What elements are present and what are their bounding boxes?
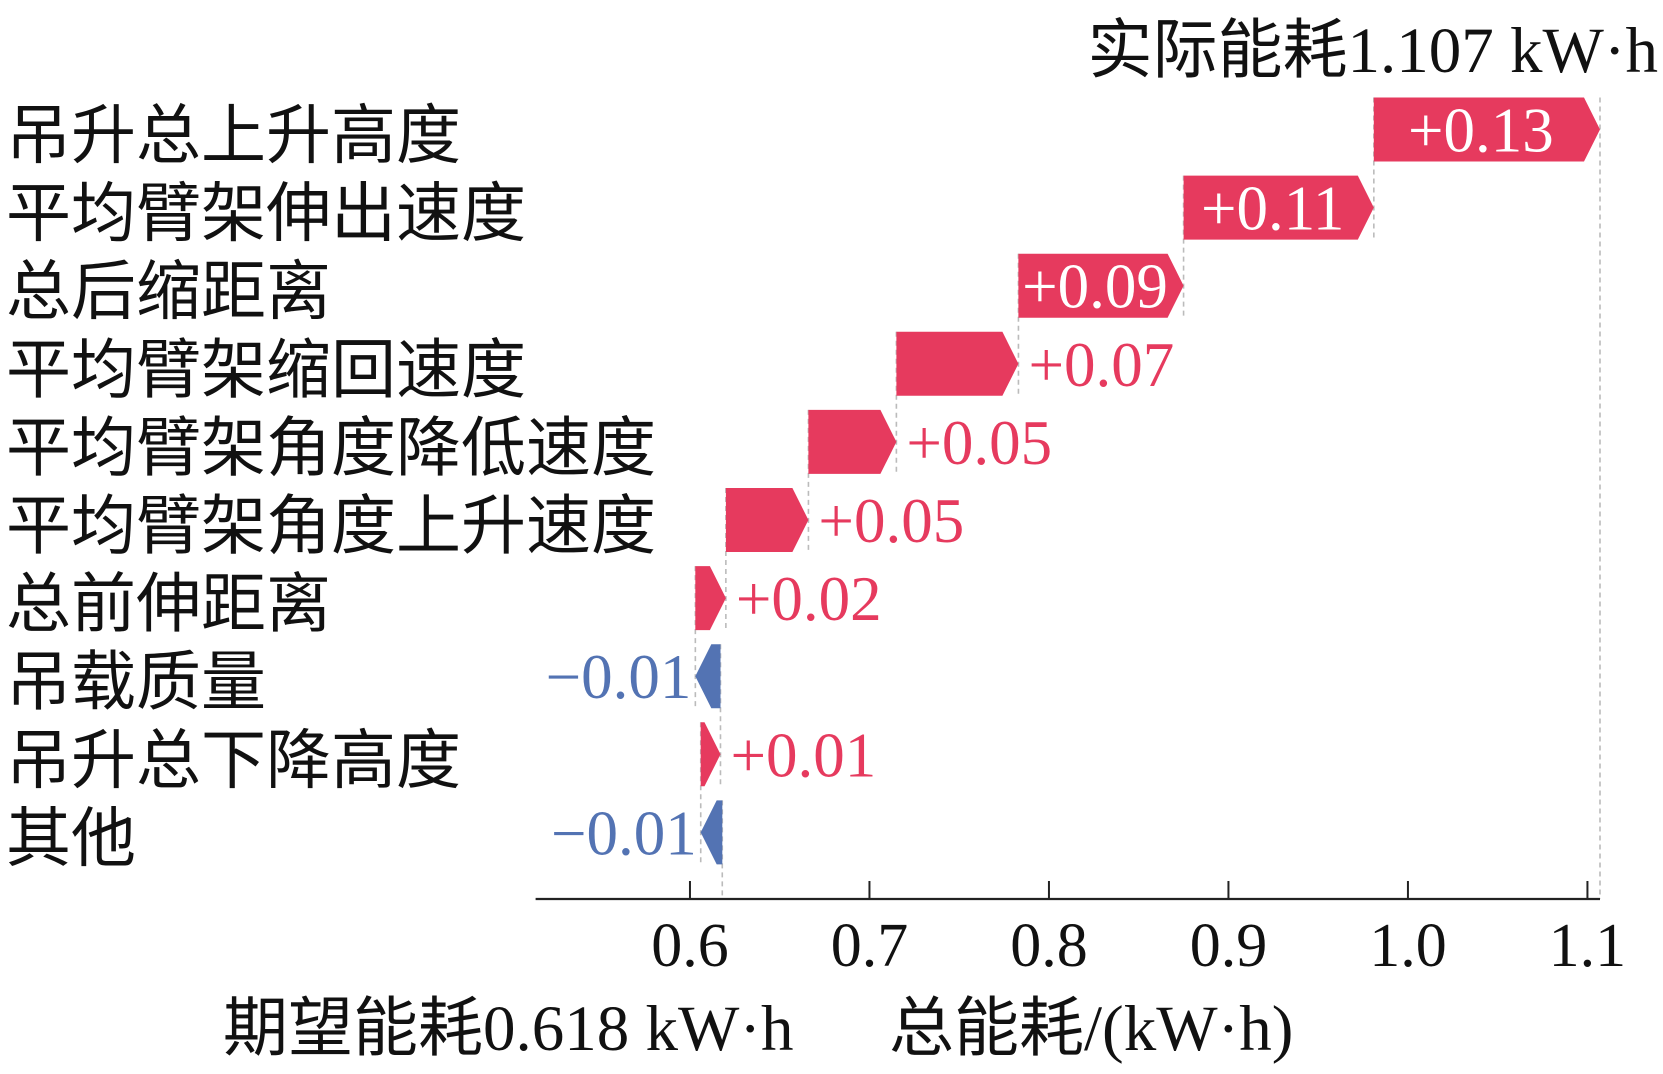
bar-value-label: +0.05 (818, 486, 964, 556)
waterfall-bar-positive (725, 488, 809, 552)
bar-value-label: +0.11 (1201, 174, 1344, 244)
x-axis-title: 总能耗/(kW·h) (889, 993, 1293, 1065)
feature-label: 吊载质量 (6, 647, 266, 719)
x-tick-label: 0.9 (1190, 912, 1268, 980)
feature-label: 平均臂架角度降低速度 (6, 413, 656, 485)
waterfall-bar-positive (700, 722, 721, 787)
bar-value-label: +0.13 (1408, 96, 1554, 166)
feature-label: 其他 (6, 803, 136, 875)
feature-label: 平均臂架伸出速度 (6, 179, 526, 251)
waterfall-bar-positive (695, 566, 726, 631)
feature-label: 吊升总下降高度 (6, 725, 461, 797)
labels: +0.13 吊升总上升高度 +0.11 平均臂架伸出速度 +0.09 总后缩距离 +0.07… (6, 96, 1554, 876)
bar-value-label: +0.02 (736, 564, 882, 634)
waterfall-bar-negative (700, 800, 723, 865)
bar-value-label: −0.01 (551, 798, 697, 868)
x-tick-label: 0.7 (831, 912, 909, 980)
bar-value-label: +0.07 (1028, 330, 1174, 400)
waterfall-bar-positive (896, 331, 1019, 396)
x-tick-label: 1.1 (1549, 912, 1627, 980)
feature-label: 总后缩距离 (6, 257, 331, 329)
x-tick-label: 0.6 (651, 912, 729, 980)
waterfall-bar-positive (1018, 253, 1184, 318)
bar-value-label: +0.09 (1022, 252, 1168, 322)
bar-value-label: +0.05 (906, 408, 1052, 478)
waterfall-bar-negative (695, 644, 721, 709)
feature-label: 平均臂架缩回速度 (6, 335, 526, 407)
actual-energy-label: 实际能耗1.107 kW·h (1088, 15, 1659, 87)
feature-label: 总前伸距离 (6, 569, 331, 641)
waterfall-bar-positive (808, 409, 897, 474)
feature-label: 吊升总上升高度 (6, 101, 461, 173)
bar-value-label: +0.01 (730, 720, 876, 790)
connector-lines (694, 97, 1601, 899)
bar-value-label: −0.01 (546, 642, 692, 712)
bars (695, 97, 1600, 865)
feature-label: 平均臂架角度上升速度 (6, 491, 656, 563)
expected-energy-label: 期望能耗0.618 kW·h (223, 993, 794, 1065)
x-tick-label: 1.0 (1369, 912, 1447, 980)
waterfall-bar-positive (1183, 175, 1374, 240)
waterfall-bar-positive (1373, 97, 1600, 162)
x-tick-label: 0.8 (1010, 912, 1088, 980)
x-axis: 0.6 0.7 0.8 0.9 1.0 1.1 (535, 881, 1627, 980)
